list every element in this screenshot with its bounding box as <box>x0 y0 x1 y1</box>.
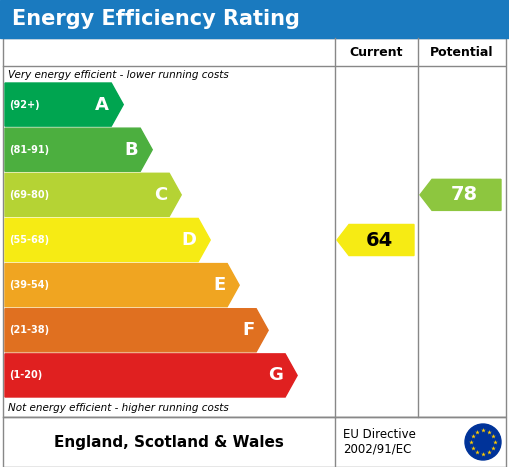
Polygon shape <box>5 263 239 307</box>
Text: Potential: Potential <box>430 45 493 58</box>
Circle shape <box>465 424 501 460</box>
Text: A: A <box>95 96 109 113</box>
Polygon shape <box>420 179 501 211</box>
Text: (1-20): (1-20) <box>9 370 42 381</box>
Text: Energy Efficiency Rating: Energy Efficiency Rating <box>12 9 300 29</box>
Bar <box>3 417 506 467</box>
Text: Not energy efficient - higher running costs: Not energy efficient - higher running co… <box>8 403 229 413</box>
Text: (21-38): (21-38) <box>9 325 49 335</box>
Polygon shape <box>337 225 414 255</box>
Text: E: E <box>213 276 225 294</box>
Text: (39-54): (39-54) <box>9 280 49 290</box>
Polygon shape <box>5 309 268 352</box>
Bar <box>0 0 509 38</box>
Text: EU Directive
2002/91/EC: EU Directive 2002/91/EC <box>343 428 416 456</box>
Polygon shape <box>5 128 152 171</box>
Polygon shape <box>5 354 297 397</box>
Text: England, Scotland & Wales: England, Scotland & Wales <box>54 434 284 450</box>
Text: 64: 64 <box>366 231 393 249</box>
Text: C: C <box>154 186 167 204</box>
Polygon shape <box>5 83 123 126</box>
Text: (69-80): (69-80) <box>9 190 49 200</box>
Text: Current: Current <box>350 45 403 58</box>
Text: Very energy efficient - lower running costs: Very energy efficient - lower running co… <box>8 70 229 79</box>
Polygon shape <box>5 219 210 262</box>
Text: (55-68): (55-68) <box>9 235 49 245</box>
Bar <box>3 38 506 417</box>
Text: (92+): (92+) <box>9 99 40 110</box>
Text: D: D <box>181 231 196 249</box>
Text: 78: 78 <box>451 185 478 205</box>
Text: F: F <box>242 321 254 340</box>
Polygon shape <box>5 173 181 216</box>
Text: (81-91): (81-91) <box>9 145 49 155</box>
Text: G: G <box>268 367 283 384</box>
Text: B: B <box>125 141 138 159</box>
